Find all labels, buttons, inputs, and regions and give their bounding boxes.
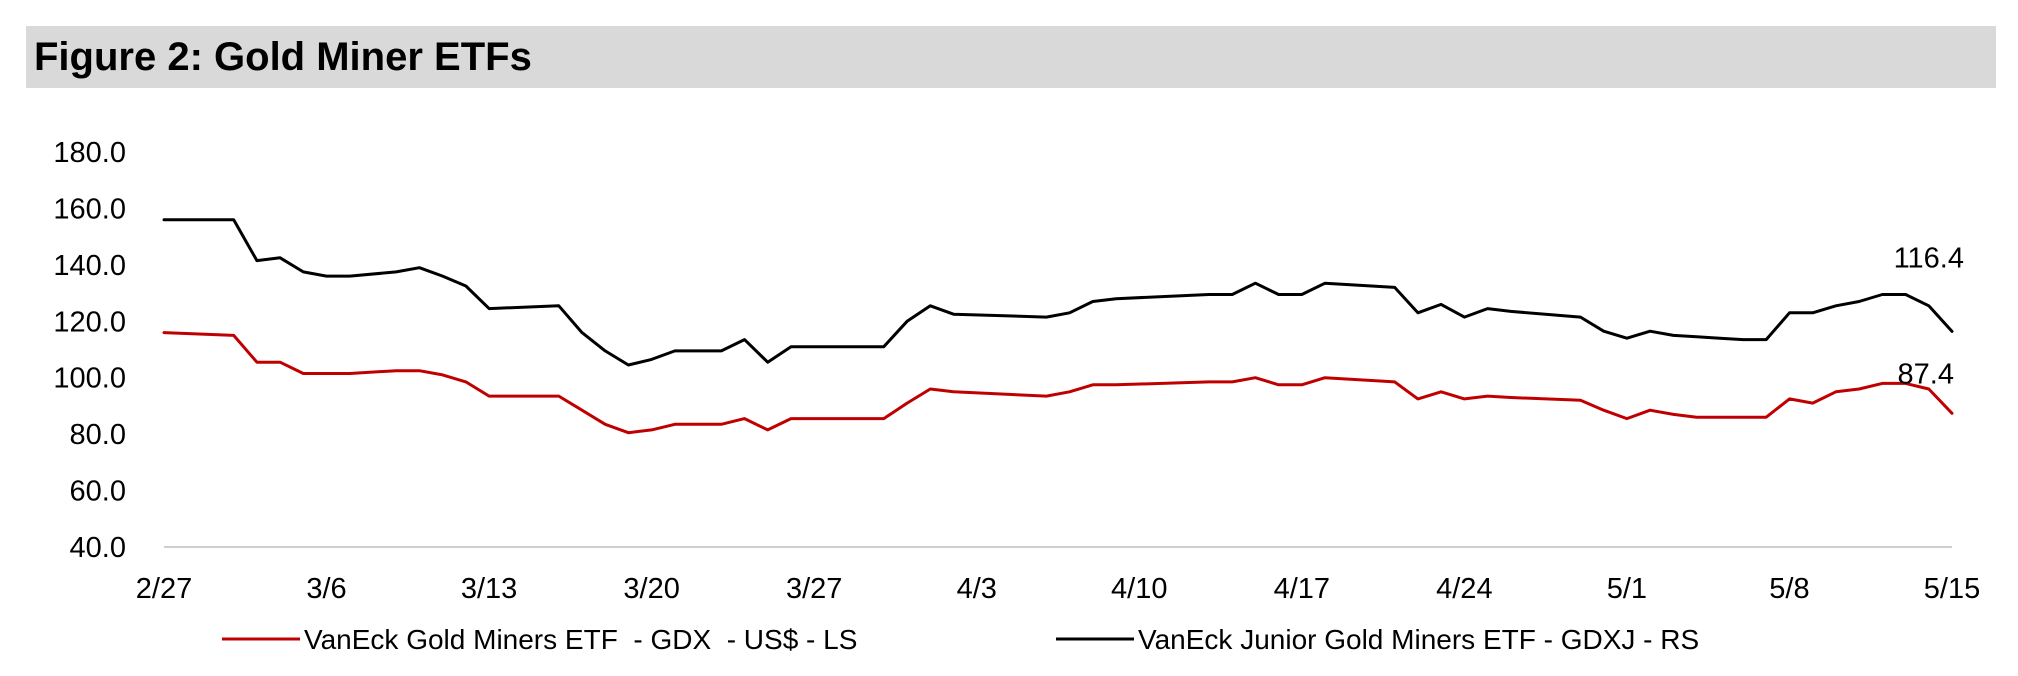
x-tick-label: 5/15 [1924, 573, 1980, 605]
legend-item-gdx: VanEck Gold Miners ETF - GDX - US$ - LS [222, 624, 857, 655]
x-axis: 2/27 3/6 3/13 3/20 3/27 4/3 4/10 4/17 4/24 5/1 5/8… [136, 573, 1980, 605]
end-label-gdx: 87.4 [1898, 358, 1954, 390]
x-tick-label: 4/10 [1111, 573, 1167, 605]
y-tick-label: 120.0 [53, 306, 126, 338]
x-tick-label: 4/17 [1274, 573, 1330, 605]
x-tick-label: 5/8 [1769, 573, 1809, 605]
y-tick-label: 140.0 [53, 250, 126, 282]
y-tick-label: 100.0 [53, 363, 126, 395]
x-tick-label: 4/3 [957, 573, 997, 605]
end-labels: 116.4 87.4 [1894, 242, 1964, 390]
x-tick-label: 3/20 [623, 573, 679, 605]
x-tick-label: 3/6 [306, 573, 346, 605]
y-axis: 40.0 60.0 80.0 100.0 120.0 140.0 160.0 180.0 [53, 137, 126, 564]
y-tick-label: 180.0 [53, 137, 126, 169]
series-line-gdxj [162, 218, 1954, 367]
y-tick-label: 80.0 [70, 419, 126, 451]
y-tick-label: 160.0 [53, 193, 126, 225]
x-tick-label: 4/24 [1436, 573, 1492, 605]
figure-title: Figure 2: Gold Miner ETFs [34, 35, 532, 79]
x-tick-label: 3/27 [786, 573, 842, 605]
figure-title-bar: Figure 2: Gold Miner ETFs [26, 26, 1996, 88]
y-tick-label: 60.0 [70, 476, 126, 508]
end-label-gdxj: 116.4 [1894, 242, 1964, 274]
legend-item-gdxj: VanEck Junior Gold Miners ETF - GDXJ - R… [1056, 624, 1699, 655]
legend-label-gdx: VanEck Gold Miners ETF - GDX - US$ - LS [304, 624, 857, 655]
y-tick-label: 40.0 [70, 532, 126, 564]
legend-label-gdxj: VanEck Junior Gold Miners ETF - GDXJ - R… [1138, 624, 1699, 655]
series-line-gdx [162, 331, 1954, 435]
legend: VanEck Gold Miners ETF - GDX - US$ - LS … [222, 624, 1699, 655]
x-tick-label: 5/1 [1607, 573, 1647, 605]
series-group [162, 218, 1954, 435]
x-tick-label: 3/13 [461, 573, 517, 605]
x-tick-label: 2/27 [136, 573, 192, 605]
